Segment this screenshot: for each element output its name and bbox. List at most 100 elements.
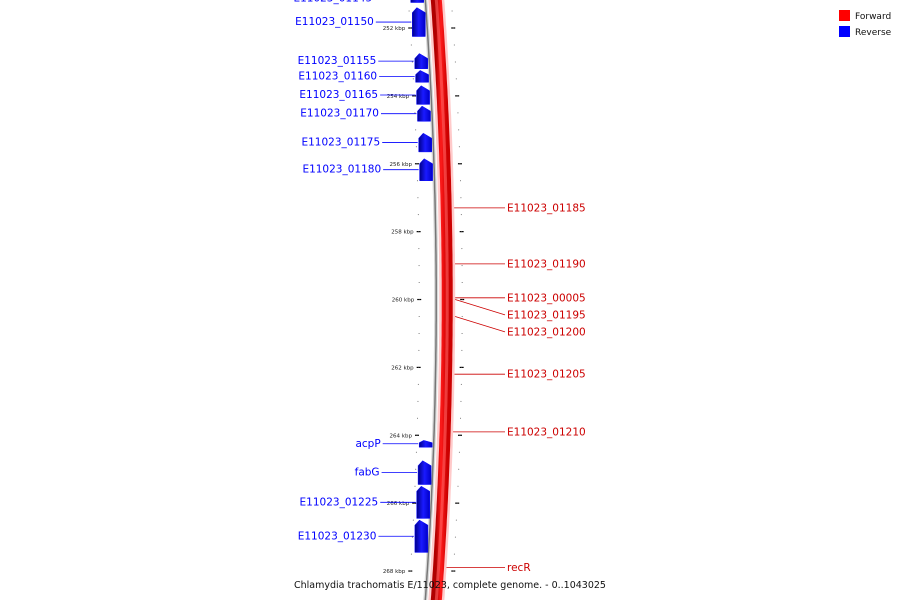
gene-E11023_01200[interactable]: E11023_01200 bbox=[455, 316, 586, 338]
gene-arrow[interactable] bbox=[417, 460, 432, 485]
gene-arrow[interactable] bbox=[418, 440, 433, 448]
gene-arrow[interactable] bbox=[414, 519, 429, 553]
minor-tick bbox=[414, 112, 416, 114]
minor-tick bbox=[418, 231, 420, 233]
minor-tick bbox=[459, 434, 461, 436]
legend: Forward Reverse bbox=[839, 10, 892, 38]
minor-tick bbox=[461, 332, 463, 334]
minor-tick bbox=[412, 519, 414, 521]
gene-arrow[interactable] bbox=[410, 0, 424, 3]
gene-acpP[interactable]: acpP bbox=[355, 438, 433, 450]
gene-label[interactable]: E11023_01170 bbox=[300, 108, 379, 120]
gene-arrow[interactable] bbox=[415, 70, 429, 83]
minor-tick bbox=[410, 44, 412, 46]
gene-label[interactable]: E11023_01165 bbox=[299, 89, 378, 101]
minor-tick bbox=[459, 180, 461, 182]
gene-E11023_01165[interactable]: E11023_01165 bbox=[299, 85, 430, 105]
gene-label[interactable]: E11023_01180 bbox=[302, 164, 381, 176]
gene-arrow[interactable] bbox=[417, 105, 431, 122]
gene-E11023_01160[interactable]: E11023_01160 bbox=[298, 70, 429, 83]
gene-E11023_00005[interactable]: E11023_00005 bbox=[455, 292, 586, 304]
gene-label[interactable]: E11023_01150 bbox=[295, 16, 374, 28]
gene-E11023_01225[interactable]: E11023_01225 bbox=[300, 485, 430, 519]
gene-label[interactable]: E11023_01205 bbox=[507, 369, 586, 381]
gene-label[interactable]: E11023_01230 bbox=[298, 530, 377, 542]
gene-label[interactable]: E11023_01210 bbox=[507, 426, 586, 438]
gene-arrow[interactable] bbox=[418, 132, 432, 153]
gene-E11023_01190[interactable]: E11023_01190 bbox=[455, 258, 586, 270]
gene-E11023_01185[interactable]: E11023_01185 bbox=[454, 202, 586, 214]
tick-label: 256 kbp bbox=[390, 162, 413, 168]
genome-caption: Chlamydia trachomatis E/11023, complete … bbox=[294, 580, 606, 591]
backbone-strand bbox=[423, 0, 439, 600]
minor-tick bbox=[415, 129, 417, 131]
legend-label-forward: Forward bbox=[855, 12, 891, 22]
minor-tick bbox=[410, 553, 412, 555]
tick-label: 262 kbp bbox=[391, 365, 414, 371]
tick-label: 254 kbp bbox=[387, 94, 410, 100]
gene-label[interactable]: E11023_01190 bbox=[507, 258, 586, 270]
tick-label: 258 kbp bbox=[391, 230, 414, 236]
gene-E11023_01230[interactable]: E11023_01230 bbox=[298, 519, 429, 553]
gene-label[interactable]: E11023_01155 bbox=[298, 55, 377, 67]
gene-label[interactable]: E11023_01175 bbox=[301, 137, 380, 149]
gene-label[interactable]: E11023_01225 bbox=[300, 496, 379, 508]
gene-label[interactable]: fabG bbox=[355, 467, 380, 479]
minor-tick bbox=[413, 502, 415, 504]
gene-arrow[interactable] bbox=[419, 158, 433, 181]
gene-E11023_01205[interactable]: E11023_01205 bbox=[454, 369, 586, 381]
minor-tick bbox=[418, 366, 420, 368]
minor-tick bbox=[417, 383, 419, 385]
minor-tick bbox=[456, 95, 458, 97]
gene-label[interactable]: E11023_01185 bbox=[507, 202, 586, 214]
gene-label[interactable]: acpP bbox=[355, 438, 380, 450]
minor-tick bbox=[417, 400, 419, 402]
reverse-genes: E11023_01145 E11023_01150 E11023_01155 E110… bbox=[293, 0, 433, 553]
minor-tick bbox=[417, 417, 419, 419]
minor-tick bbox=[454, 536, 456, 538]
tick-label: 264 kbp bbox=[390, 433, 413, 439]
minor-tick bbox=[455, 78, 457, 80]
minor-tick bbox=[452, 27, 454, 29]
gene-label[interactable]: E11023_00005 bbox=[507, 292, 586, 304]
gene-arrow[interactable] bbox=[412, 7, 426, 37]
minor-tick bbox=[460, 400, 462, 402]
gene-E11023_01170[interactable]: E11023_01170 bbox=[300, 105, 431, 122]
gene-arrow[interactable] bbox=[416, 485, 430, 519]
gene-E11023_01155[interactable]: E11023_01155 bbox=[298, 53, 429, 69]
gene-label[interactable]: E11023_01145 bbox=[293, 0, 372, 4]
gene-label[interactable]: recR bbox=[507, 562, 531, 574]
minor-tick bbox=[418, 282, 420, 284]
minor-tick bbox=[457, 485, 459, 487]
minor-tick bbox=[412, 78, 414, 80]
minor-tick bbox=[409, 27, 411, 29]
gene-E11023_01210[interactable]: E11023_01210 bbox=[453, 426, 586, 438]
minor-tick bbox=[459, 163, 461, 165]
minor-tick bbox=[418, 349, 420, 351]
gene-label[interactable]: E11023_01195 bbox=[507, 309, 586, 321]
minor-tick bbox=[413, 95, 415, 97]
gene-E11023_01180[interactable]: E11023_01180 bbox=[302, 158, 433, 181]
gene-arrow[interactable] bbox=[414, 53, 429, 69]
gene-arrow[interactable] bbox=[416, 85, 430, 105]
tick-label: 266 kbp bbox=[387, 501, 410, 507]
minor-tick bbox=[461, 265, 463, 267]
gene-E11023_01145[interactable]: E11023_01145 bbox=[293, 0, 424, 4]
minor-tick bbox=[461, 231, 463, 233]
gene-E11023_01175[interactable]: E11023_01175 bbox=[301, 132, 432, 153]
minor-tick bbox=[416, 163, 418, 165]
minor-tick bbox=[458, 468, 460, 470]
gene-recR[interactable]: recR bbox=[446, 562, 531, 574]
tick-label: 260 kbp bbox=[392, 298, 415, 304]
minor-tick bbox=[416, 434, 418, 436]
minor-tick bbox=[460, 383, 462, 385]
gene-label[interactable]: E11023_01200 bbox=[507, 326, 586, 338]
gene-fabG[interactable]: fabG bbox=[355, 460, 432, 485]
gene-E11023_01195[interactable]: E11023_01195 bbox=[455, 299, 586, 322]
gene-E11023_01150[interactable]: E11023_01150 bbox=[295, 7, 426, 37]
minor-tick bbox=[457, 112, 459, 114]
minor-tick bbox=[460, 214, 462, 216]
minor-tick bbox=[418, 299, 420, 301]
legend-swatch-reverse bbox=[839, 26, 850, 37]
gene-label[interactable]: E11023_01160 bbox=[298, 70, 377, 82]
